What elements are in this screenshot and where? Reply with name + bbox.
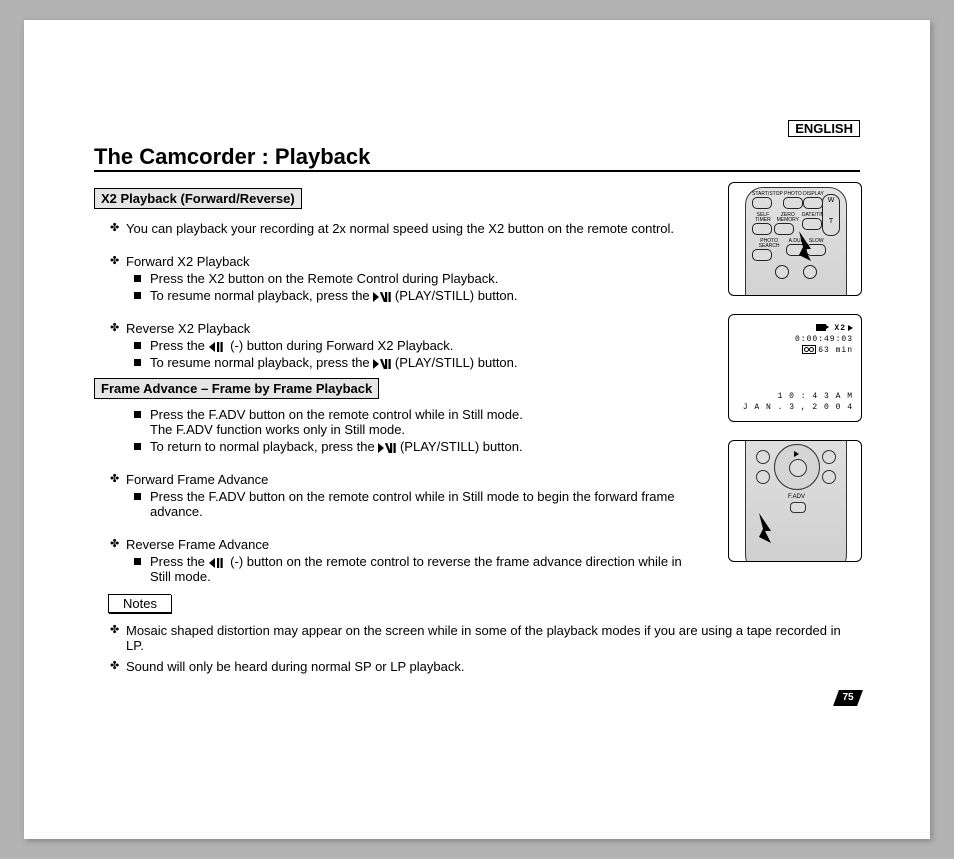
remote-button xyxy=(783,197,803,209)
remote-bottom-figure: F.ADV xyxy=(728,440,862,562)
btn-label: SELF TIMER xyxy=(752,213,774,223)
frame-heading: Frame Advance – Frame by Frame Playback xyxy=(94,378,379,399)
remote-button xyxy=(756,450,770,464)
reverse-frame-step: Press the (-) button on the remote contr… xyxy=(134,554,704,584)
forward-x2-step2: To resume normal playback, press the (PL… xyxy=(134,288,704,303)
text: To return to normal playback, press the xyxy=(150,439,378,454)
x2-intro: You can playback your recording at 2x no… xyxy=(110,221,704,236)
frame-step2: To return to normal playback, press the … xyxy=(134,439,704,454)
fadv-button xyxy=(790,502,806,513)
reverse-frame-title: Reverse Frame Advance xyxy=(110,537,704,552)
remote-button xyxy=(802,218,822,230)
dpad xyxy=(774,444,820,490)
reverse-x2-title: Reverse X2 Playback xyxy=(110,321,704,336)
forward-frame-title: Forward Frame Advance xyxy=(110,472,704,487)
remaining: 63 min xyxy=(818,346,853,355)
remote-button xyxy=(774,223,794,235)
x2-label: X2 xyxy=(834,324,846,333)
remote-top-figure: START/STOP PHOTO DISPLAY SELF TIMER ZERO… xyxy=(728,182,862,296)
manual-page: ENGLISH The Camcorder : Playback X2 Play… xyxy=(24,20,930,839)
remote-button xyxy=(775,265,789,279)
fadv-label: F.ADV xyxy=(788,494,805,500)
notes-label: Notes xyxy=(108,594,171,613)
remote-body: F.ADV xyxy=(745,440,847,562)
lcd-display-figure: X2 0:00:49:03 63 min 1 0 : 4 3 A M J A N… xyxy=(728,314,862,422)
remote-button xyxy=(756,470,770,484)
text: The F.ADV function works only in Still m… xyxy=(150,422,405,437)
figures-column: START/STOP PHOTO DISPLAY SELF TIMER ZERO… xyxy=(728,182,860,580)
zoom-wide-label: W xyxy=(823,197,839,204)
camera-icon xyxy=(816,324,826,331)
text: To resume normal playback, press the xyxy=(150,288,373,303)
rewind-still-icon xyxy=(209,342,227,352)
note-1: Mosaic shaped distortion may appear on t… xyxy=(110,623,860,653)
remote-button xyxy=(803,265,817,279)
content-area: ENGLISH The Camcorder : Playback X2 Play… xyxy=(94,120,860,779)
time: 1 0 : 4 3 A M xyxy=(743,391,853,402)
counter: 0:00:49:03 xyxy=(795,334,853,345)
page-title: The Camcorder : Playback xyxy=(94,144,370,170)
text: (-) button on the remote control to reve… xyxy=(150,554,682,584)
frame-step1: Press the F.ADV button on the remote con… xyxy=(134,407,704,437)
dpad-center xyxy=(789,459,807,477)
remote-button xyxy=(822,470,836,484)
x2-heading: X2 Playback (Forward/Reverse) xyxy=(94,188,302,209)
play-arrow-icon xyxy=(794,451,799,457)
play-still-icon xyxy=(373,292,391,302)
play-still-icon xyxy=(378,443,396,453)
text: (PLAY/STILL) button. xyxy=(395,355,518,370)
forward-x2-step1: Press the X2 button on the Remote Contro… xyxy=(134,271,704,286)
text: Press the xyxy=(150,338,209,353)
rewind-still-icon xyxy=(209,558,227,568)
zoom-tele-label: T xyxy=(823,218,839,225)
text: (PLAY/STILL) button. xyxy=(395,288,518,303)
reverse-x2-step2: To resume normal playback, press the (PL… xyxy=(134,355,704,370)
remote-button xyxy=(803,197,823,209)
remote-button xyxy=(752,223,772,235)
btn-label: DISPLAY xyxy=(803,192,824,197)
play-still-icon xyxy=(373,359,391,369)
play-arrow-icon xyxy=(848,325,853,331)
text: (-) button during Forward X2 Playback. xyxy=(230,338,453,353)
remote-body: START/STOP PHOTO DISPLAY SELF TIMER ZERO… xyxy=(745,187,847,296)
text: (PLAY/STILL) button. xyxy=(400,439,523,454)
lcd-top: X2 0:00:49:03 63 min xyxy=(795,323,853,356)
title-rule xyxy=(94,170,860,172)
forward-frame-step: Press the F.ADV button on the remote con… xyxy=(134,489,704,519)
btn-label: PHOTO SEARCH xyxy=(752,239,786,249)
reverse-x2-step1: Press the (-) button during Forward X2 P… xyxy=(134,338,704,353)
body-content: X2 Playback (Forward/Reverse) You can pl… xyxy=(94,182,860,676)
text: Press the xyxy=(150,554,209,569)
btn-label: ZERO MEMORY xyxy=(774,213,802,223)
zoom-rocker: W T xyxy=(822,194,840,236)
language-badge: ENGLISH xyxy=(788,120,860,137)
page-number-value: 75 xyxy=(836,690,860,706)
tape-icon xyxy=(802,345,816,354)
lcd-bottom: 1 0 : 4 3 A M J A N . 3 , 2 0 0 4 xyxy=(743,391,853,413)
text-column: X2 Playback (Forward/Reverse) You can pl… xyxy=(94,182,704,617)
pointer-arrow-icon xyxy=(799,231,829,261)
text: Press the F.ADV button on the remote con… xyxy=(150,407,523,422)
forward-x2-title: Forward X2 Playback xyxy=(110,254,704,269)
btn-label: PHOTO xyxy=(783,192,803,197)
pointer-arrow-icon xyxy=(759,513,789,543)
remote-button xyxy=(752,249,772,261)
date: J A N . 3 , 2 0 0 4 xyxy=(743,402,853,413)
note-2: Sound will only be heard during normal S… xyxy=(110,659,860,674)
page-number: 75 xyxy=(836,690,860,706)
remote-button xyxy=(822,450,836,464)
btn-label: START/STOP xyxy=(752,192,783,197)
remote-button xyxy=(752,197,772,209)
text: To resume normal playback, press the xyxy=(150,355,373,370)
